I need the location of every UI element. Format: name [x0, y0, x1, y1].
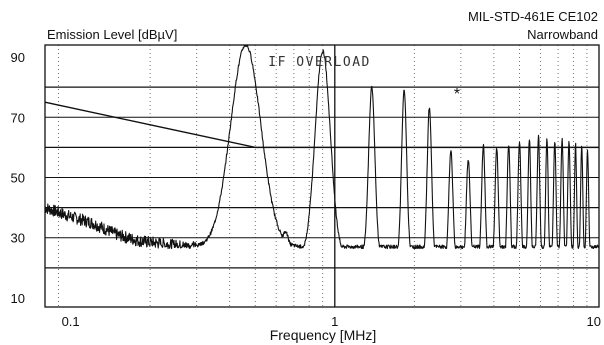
x-tick-label: 10 [587, 314, 601, 329]
marker-star: * [454, 86, 460, 103]
x-axis-label: Frequency [MHz] [270, 327, 377, 343]
y-tick-label: 50 [11, 171, 25, 186]
y-tick-label: 70 [11, 110, 25, 125]
y-tick-label: 90 [11, 50, 25, 65]
limit-line [44, 101, 599, 149]
emission-trace [44, 45, 600, 250]
grid [45, 45, 599, 307]
y-tick-label: 10 [11, 291, 25, 306]
data-layer [44, 45, 600, 250]
annotation-if-overload: IF OVERLOAD [268, 55, 371, 70]
y-axis-label: Emission Level [dBµV] [47, 27, 177, 42]
x-tick-label: 0.1 [62, 314, 80, 329]
y-tick-label: 30 [11, 231, 25, 246]
chart-title: MIL-STD-461E CE102 [468, 9, 598, 24]
x-tick-label: 1 [331, 314, 338, 329]
tick-labels: 10 30 50 70 90 0.1 1 10 [11, 50, 601, 329]
plot-frame [44, 44, 600, 308]
chart-subtitle: Narrowband [527, 27, 598, 42]
